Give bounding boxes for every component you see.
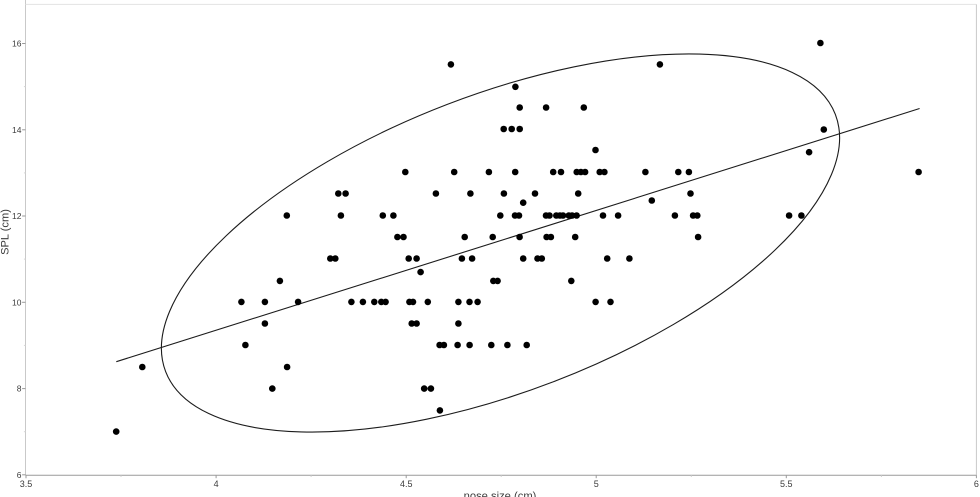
svg-text:5.5: 5.5 [780,479,793,489]
svg-text:3.5: 3.5 [20,479,33,489]
svg-text:8: 8 [17,384,22,394]
svg-text:5: 5 [594,479,599,489]
svg-text:SPL (cm): SPL (cm) [0,209,11,255]
svg-text:4.5: 4.5 [400,479,413,489]
svg-text:12: 12 [12,211,22,221]
svg-text:14: 14 [12,125,22,135]
svg-text:4: 4 [214,479,219,489]
svg-text:6: 6 [974,479,979,489]
svg-text:nose size (cm): nose size (cm) [464,490,537,497]
svg-text:10: 10 [12,297,22,307]
svg-text:16: 16 [12,39,22,49]
svg-text:6: 6 [17,470,22,480]
